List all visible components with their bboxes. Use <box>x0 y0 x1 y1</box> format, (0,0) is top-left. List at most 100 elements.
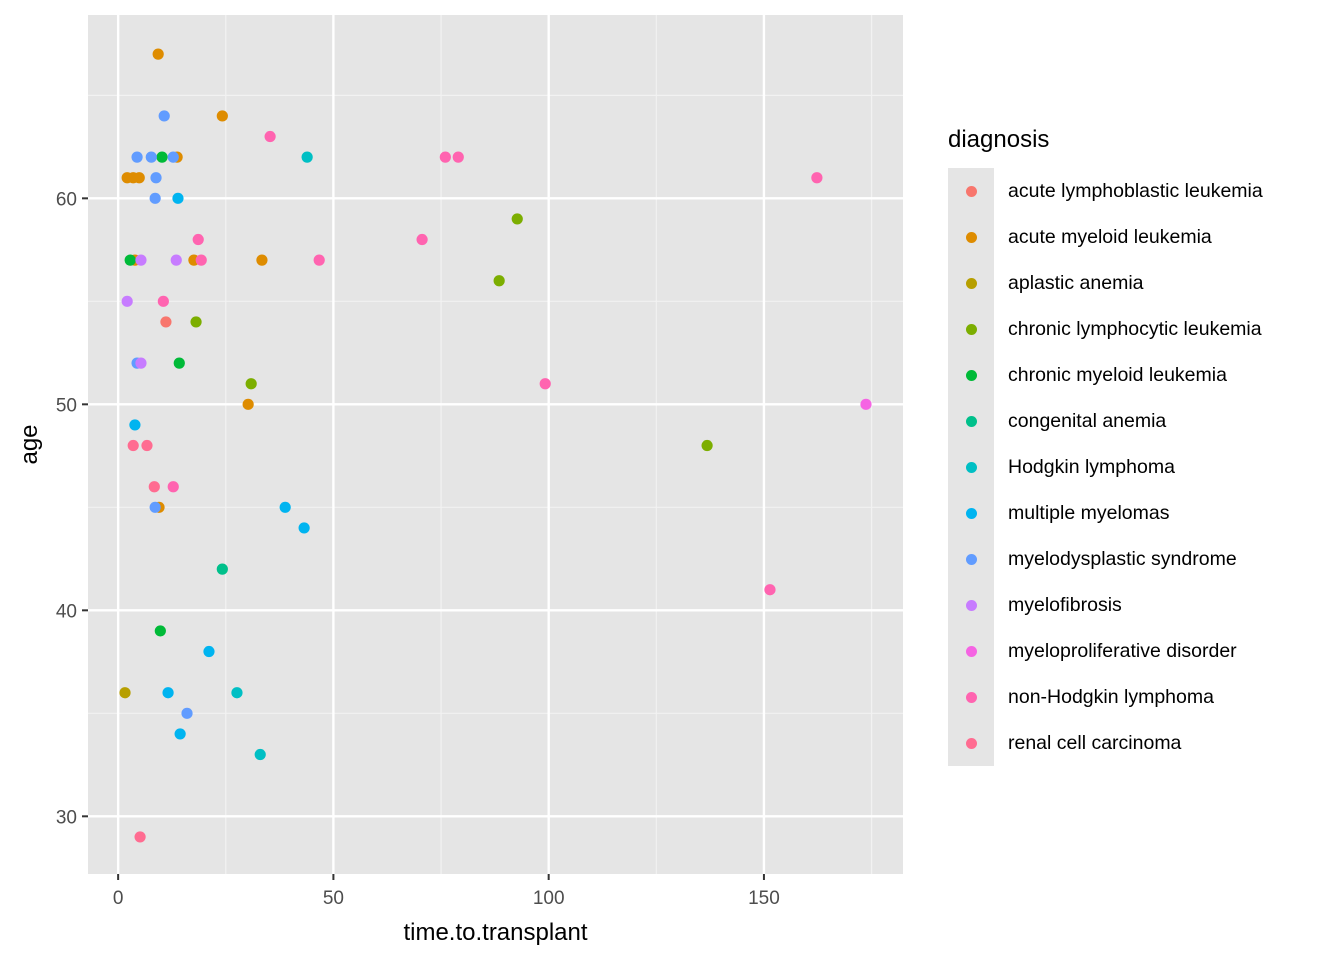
data-point <box>216 563 228 575</box>
legend-dot-icon <box>965 737 977 749</box>
legend-key <box>948 168 994 214</box>
x-tick-label: 50 <box>323 888 344 909</box>
legend-key <box>948 352 994 398</box>
legend-key <box>948 536 994 582</box>
legend-item: Hodgkin lymphoma <box>948 444 1263 490</box>
legend-label: myeloproliferative disorder <box>1008 639 1237 662</box>
data-point <box>242 398 254 410</box>
data-point <box>135 254 147 266</box>
scatter-plot: 0 50 100 150 30 40 50 60 time.to.transplant ag… <box>16 15 903 946</box>
legend-dot-icon <box>965 645 977 657</box>
plot-panel <box>88 15 903 874</box>
data-point <box>174 728 186 740</box>
legend-item: chronic lymphocytic leukemia <box>948 306 1263 352</box>
legend-label: myelodysplastic syndrome <box>1008 547 1237 570</box>
data-point <box>156 151 168 163</box>
legend-key <box>948 398 994 444</box>
x-axis-title: time.to.transplant <box>403 919 587 946</box>
data-point <box>145 151 157 163</box>
legend-dot-icon <box>965 599 977 611</box>
data-point <box>511 213 523 225</box>
data-point <box>167 151 179 163</box>
data-point <box>160 316 172 328</box>
legend-dot-icon <box>965 369 977 381</box>
legend-item: multiple myelomas <box>948 490 1263 536</box>
legend-label: acute lymphoblastic leukemia <box>1008 179 1263 202</box>
data-point <box>119 687 131 699</box>
data-point <box>416 233 428 246</box>
legend-dot-icon <box>965 691 977 703</box>
legend-label: aplastic anemia <box>1008 271 1144 294</box>
legend-item: acute lymphoblastic leukemia <box>948 168 1263 214</box>
legend-item: aplastic anemia <box>948 260 1263 306</box>
legend-key <box>948 674 994 720</box>
data-point <box>181 707 193 719</box>
y-axis: 30 40 50 60 <box>56 189 88 828</box>
data-point <box>170 254 182 266</box>
data-point <box>131 151 143 163</box>
data-point <box>254 748 266 761</box>
legend-label: chronic myeloid leukemia <box>1008 363 1227 386</box>
data-points <box>119 48 872 843</box>
legend-label: Hodgkin lymphoma <box>1008 455 1175 478</box>
legend-dot-icon <box>965 323 977 335</box>
data-point <box>127 439 139 452</box>
y-axis-title: age <box>16 424 43 464</box>
data-point <box>148 481 160 493</box>
data-point <box>158 110 170 122</box>
data-point <box>154 625 166 637</box>
y-tick-label: 30 <box>56 807 77 828</box>
data-point <box>190 316 202 328</box>
data-point <box>264 130 276 143</box>
data-point <box>216 110 228 122</box>
legend-key <box>948 260 994 306</box>
legend-label: multiple myelomas <box>1008 501 1170 524</box>
legend-item: non-Hodgkin lymphoma <box>948 674 1263 720</box>
legend-item: renal cell carcinoma <box>948 720 1263 766</box>
data-point <box>301 151 313 163</box>
data-point <box>172 192 184 204</box>
data-point <box>439 151 451 163</box>
legend-key <box>948 628 994 674</box>
data-point <box>539 378 551 390</box>
data-point <box>245 378 257 390</box>
data-point <box>203 645 215 658</box>
legend-label: chronic lymphocytic leukemia <box>1008 317 1262 340</box>
legend-title: diagnosis <box>948 126 1050 153</box>
legend-key <box>948 582 994 628</box>
data-point <box>279 501 291 513</box>
legend-item: chronic myeloid leukemia <box>948 352 1263 398</box>
legend-dot-icon <box>965 553 977 565</box>
data-point <box>493 275 505 287</box>
legend-item: myeloproliferative disorder <box>948 628 1263 674</box>
legend-item: myelodysplastic syndrome <box>948 536 1263 582</box>
y-tick-label: 50 <box>56 395 77 416</box>
data-point <box>701 439 713 452</box>
data-point <box>811 172 823 184</box>
legend-key <box>948 490 994 536</box>
data-point <box>157 295 169 307</box>
data-point <box>173 357 185 369</box>
legend-label: renal cell carcinoma <box>1008 731 1182 754</box>
legend-label: myelofibrosis <box>1008 593 1122 616</box>
data-point <box>231 687 243 699</box>
data-point <box>313 254 325 266</box>
data-point <box>452 151 464 163</box>
legend-dot-icon <box>965 415 977 427</box>
data-point <box>860 398 872 410</box>
data-point <box>150 172 162 184</box>
legend-key <box>948 444 994 490</box>
data-point <box>135 357 147 369</box>
data-point <box>133 172 145 184</box>
x-axis: 0 50 100 150 <box>113 874 780 909</box>
data-point <box>256 254 268 266</box>
legend-label: acute myeloid leukemia <box>1008 225 1212 248</box>
data-point <box>298 522 310 534</box>
legend-key <box>948 720 994 766</box>
legend-dot-icon <box>965 507 977 519</box>
data-point <box>162 687 174 699</box>
data-point <box>167 481 179 493</box>
data-point <box>124 254 136 266</box>
legend-label: congenital anemia <box>1008 409 1167 432</box>
data-point <box>764 584 776 596</box>
